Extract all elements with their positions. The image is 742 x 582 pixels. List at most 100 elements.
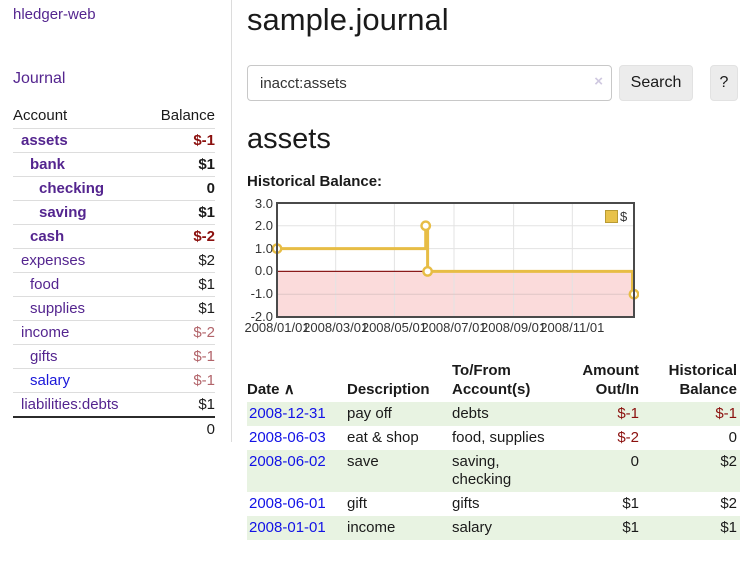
register-header-row: Date ∧ Description To/From Account(s) Am… [247,359,740,402]
transaction-description: gift [347,495,368,512]
account-link-bank[interactable]: bank [30,156,66,173]
main-content: sample.journal × Search ? assets Histori… [244,0,740,540]
help-button[interactable]: ? [710,65,738,101]
transaction-description: eat & shop [347,429,419,446]
account-row: income $-2 [13,320,215,345]
transaction-amount: $-1 [617,405,639,422]
account-row: assets $-1 [13,128,215,153]
account-balance: $1 [146,152,215,177]
register-row: 2008-01-01 income salary $1 $1 [247,516,740,540]
transaction-description: save [347,453,379,470]
account-link-gifts[interactable]: gifts [30,348,58,365]
transaction-balance: $2 [720,453,737,470]
accounts-header-account: Account [13,107,68,124]
register-header-date[interactable]: Date ∧ [247,359,347,402]
account-balance: $-2 [146,320,215,345]
y-tick-label: 1.0 [254,241,273,256]
x-tick-label: 2008/11/01 [540,320,605,335]
account-row: salary $-1 [13,368,215,393]
account-balance: $1 [146,296,215,321]
transaction-date-link[interactable]: 2008-01-01 [249,519,326,536]
page-title: sample.journal [247,2,449,37]
date-header-label: Date [247,381,280,398]
account-balance: 0 [146,176,215,201]
y-tick-label: -2.0 [250,309,273,324]
account-row: liabilities:debts $1 [13,392,215,417]
account-row: expenses $2 [13,248,215,273]
transaction-balance: 0 [728,429,737,446]
x-tick-label: 2008/07/01 [421,320,487,335]
account-link-expenses[interactable]: expenses [21,252,86,269]
transaction-accounts: debts [452,405,489,422]
transaction-amount: $-2 [617,429,639,446]
account-balance: $-1 [146,128,215,153]
x-tick-label: 2008/05/01 [361,320,427,335]
account-row: checking 0 [13,176,215,201]
account-balance: $1 [146,272,215,297]
sidebar-item-journal[interactable]: Journal [13,70,66,87]
account-link-supplies[interactable]: supplies [30,300,86,317]
account-balance: $-1 [146,368,215,393]
register-row: 2008-12-31 pay off debts $-1 $-1 [247,402,740,426]
transaction-date-link[interactable]: 2008-06-02 [249,453,326,470]
sort-ascending-icon: ∧ [283,381,295,398]
transaction-date-link[interactable]: 2008-06-03 [249,429,326,446]
register-header-description: Description [347,381,430,398]
accounts-header-balance: Balance [160,107,215,124]
transaction-date-link[interactable]: 2008-12-31 [249,405,326,422]
accounts-table-header: Account Balance [13,104,215,129]
account-row: bank $1 [13,152,215,177]
chart-legend: $ [605,209,627,224]
transaction-description: income [347,519,396,536]
app-brand-link[interactable]: hledger-web [13,6,96,23]
account-row: supplies $1 [13,296,215,321]
account-row: saving $1 [13,200,215,225]
account-row: cash $-2 [13,224,215,249]
transaction-balance: $1 [720,519,737,536]
y-tick-label: 2.0 [254,218,273,233]
account-link-cash[interactable]: cash [30,228,65,245]
register-row: 2008-06-02 save saving, checking 0 $2 [247,450,740,492]
search-input[interactable] [247,65,612,101]
register-header-accounts: To/From Account(s) [452,362,531,398]
accounts-total-row: 0 [13,416,215,441]
chart-heading: Historical Balance: [247,173,383,190]
clear-search-icon[interactable]: × [594,73,603,90]
account-link-income[interactable]: income [21,324,70,341]
x-tick-label: 2008/01/01 [244,320,310,335]
account-heading: assets [247,123,331,155]
account-row: gifts $-1 [13,344,215,369]
y-tick-label: 3.0 [254,196,273,211]
transaction-amount: 0 [630,453,639,470]
sidebar: hledger-web Journal Account Balance asse… [0,0,232,442]
search-form: × Search ? [247,65,740,101]
historical-balance-chart: 3.0 2.0 1.0 0.0 -1.0 -2.0 2008/01/01 200… [244,196,667,339]
account-balance: $1 [146,392,215,417]
legend-swatch-icon [605,210,618,223]
account-link-checking[interactable]: checking [39,180,105,197]
account-link-salary[interactable]: salary [30,372,71,389]
transaction-balance: $2 [720,495,737,512]
account-row: food $1 [13,272,215,297]
y-tick-label: 0.0 [254,263,273,278]
register-header-amount: Amount Out/In [582,362,639,398]
transaction-balance: $-1 [715,405,737,422]
y-tick-label: -1.0 [250,286,273,301]
transaction-accounts: salary [452,519,493,536]
account-link-saving[interactable]: saving [39,204,87,221]
transaction-amount: $1 [622,519,639,536]
account-link-food[interactable]: food [30,276,60,293]
account-link-liabilities-debts[interactable]: liabilities:debts [21,396,119,413]
account-link-assets[interactable]: assets [21,132,68,149]
account-balance: $-1 [146,344,215,369]
transaction-accounts: gifts [452,495,480,512]
transaction-date-link[interactable]: 2008-06-01 [249,495,326,512]
transaction-accounts: food, supplies [452,429,545,446]
account-balance: $-2 [146,224,215,249]
register-row: 2008-06-03 eat & shop food, supplies $-2… [247,426,740,450]
chart-canvas [271,202,639,318]
account-balance: $1 [146,200,215,225]
search-button[interactable]: Search [619,65,693,101]
register-table: Date ∧ Description To/From Account(s) Am… [247,359,740,540]
account-balance: $2 [146,248,215,273]
